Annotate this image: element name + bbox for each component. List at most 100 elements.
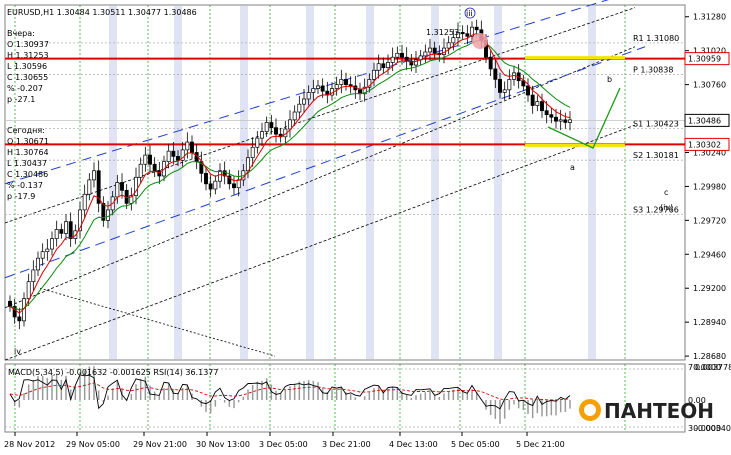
candle-body (227, 175, 232, 185)
candle-body (260, 131, 264, 139)
candle-body (138, 163, 143, 178)
candle-body (568, 119, 572, 123)
logo-text: ПАНТЕОН (604, 399, 714, 423)
yesterday-value: O 1.30937 (7, 40, 49, 49)
candle-body (372, 69, 376, 80)
candle-body (31, 269, 36, 283)
candle-body (106, 209, 110, 221)
channel-upper-blue (4, 0, 609, 185)
candle-body (204, 173, 208, 185)
current-price-box (684, 113, 730, 127)
candle-body (185, 141, 190, 151)
logo-circle-inner (584, 404, 596, 416)
current-price-label: 1.30486 (688, 116, 721, 125)
session-band (174, 6, 182, 359)
candle-body (344, 79, 348, 85)
candle-body (311, 88, 316, 93)
x-tick-label: 29 Nov 05:00 (66, 440, 120, 449)
y-tick-label: 1.31280 (693, 13, 726, 22)
candle-body (381, 63, 386, 68)
wave-label-iv: iv (14, 347, 21, 356)
candle-body (367, 79, 372, 88)
candle-body (274, 127, 278, 135)
candle-body (456, 32, 460, 38)
today-label: Сегодня: (7, 126, 45, 135)
candle-body (148, 154, 152, 165)
yesterday-label: Вчера: (7, 29, 35, 38)
candle-body (530, 94, 535, 106)
y-tick-label: 1.30760 (693, 81, 726, 90)
candle-body (129, 195, 134, 204)
wave-label-c: c (664, 188, 668, 197)
candle-body (82, 193, 87, 211)
candle-body (157, 170, 162, 177)
candle-body (101, 203, 106, 221)
y-tick-label: 1.31020 (693, 47, 726, 56)
wave-label-iv-paren: (iv) (660, 203, 673, 212)
today-value: O 1.30671 (7, 137, 49, 146)
candle-body (390, 56, 395, 63)
moving-average-red (9, 32, 571, 314)
candle-body (218, 170, 222, 182)
candle-body (50, 238, 54, 250)
candle-body (470, 26, 474, 37)
session-band (240, 6, 248, 359)
candle-body (334, 84, 339, 89)
candle-body (348, 84, 353, 87)
candle-body (292, 111, 297, 121)
candle-body (115, 182, 120, 198)
trendline-price-label: 1.31253 (426, 28, 459, 37)
channel-middle-black (4, 46, 636, 309)
candle-body (250, 146, 255, 159)
y-tick-label: 1.29720 (693, 216, 726, 225)
indicator-tick-label: 0.00 (688, 396, 706, 405)
session-band (306, 6, 314, 359)
candle-body (507, 79, 512, 91)
candle-body (152, 163, 157, 172)
today-value: C 1.30486 (7, 170, 48, 179)
y-tick-label: 1.30240 (693, 148, 726, 157)
session-band (588, 6, 596, 359)
candle-body (17, 316, 22, 322)
candle-body (236, 179, 241, 189)
candle-body (339, 79, 344, 85)
candle-body (64, 221, 68, 234)
rsi-line (9, 374, 571, 410)
candle-body (143, 154, 148, 165)
yesterday-value: L 1.30596 (7, 62, 47, 71)
projection-path (547, 87, 621, 149)
candle-body (362, 86, 367, 95)
candle-body (78, 209, 82, 232)
yesterday-value: % -0.207 (7, 84, 43, 93)
candle-body (502, 89, 507, 93)
candle-body (330, 88, 334, 96)
candle-body (264, 122, 269, 132)
pivot-label: P 1.30838 (633, 65, 673, 74)
candle-body (395, 52, 400, 58)
candle-body (376, 63, 381, 71)
indicator-tick-label: -0.003407 (695, 424, 731, 433)
x-tick-label: 3 Dec 05:00 (259, 440, 308, 449)
candle-body (96, 170, 101, 204)
candle-body (26, 281, 31, 300)
candle-body (8, 300, 12, 307)
candle-body (451, 37, 456, 44)
candle-body (423, 51, 428, 57)
candle-body (190, 141, 194, 153)
candle-body (87, 179, 92, 195)
candle-body (549, 114, 554, 118)
candle-body (120, 182, 124, 191)
candle-body (409, 60, 414, 66)
candle-body (400, 52, 404, 58)
today-value: % -0.137 (7, 181, 43, 190)
indicator-tick-label: 70.0000 (688, 363, 721, 372)
wave-label-b: b (607, 75, 612, 84)
candle-body (166, 150, 171, 162)
yesterday-value: C 1.30655 (7, 73, 48, 82)
candle-body (68, 221, 73, 239)
descending-dotted-line (39, 287, 276, 357)
candle-body (246, 157, 250, 172)
candle-body (297, 103, 302, 113)
